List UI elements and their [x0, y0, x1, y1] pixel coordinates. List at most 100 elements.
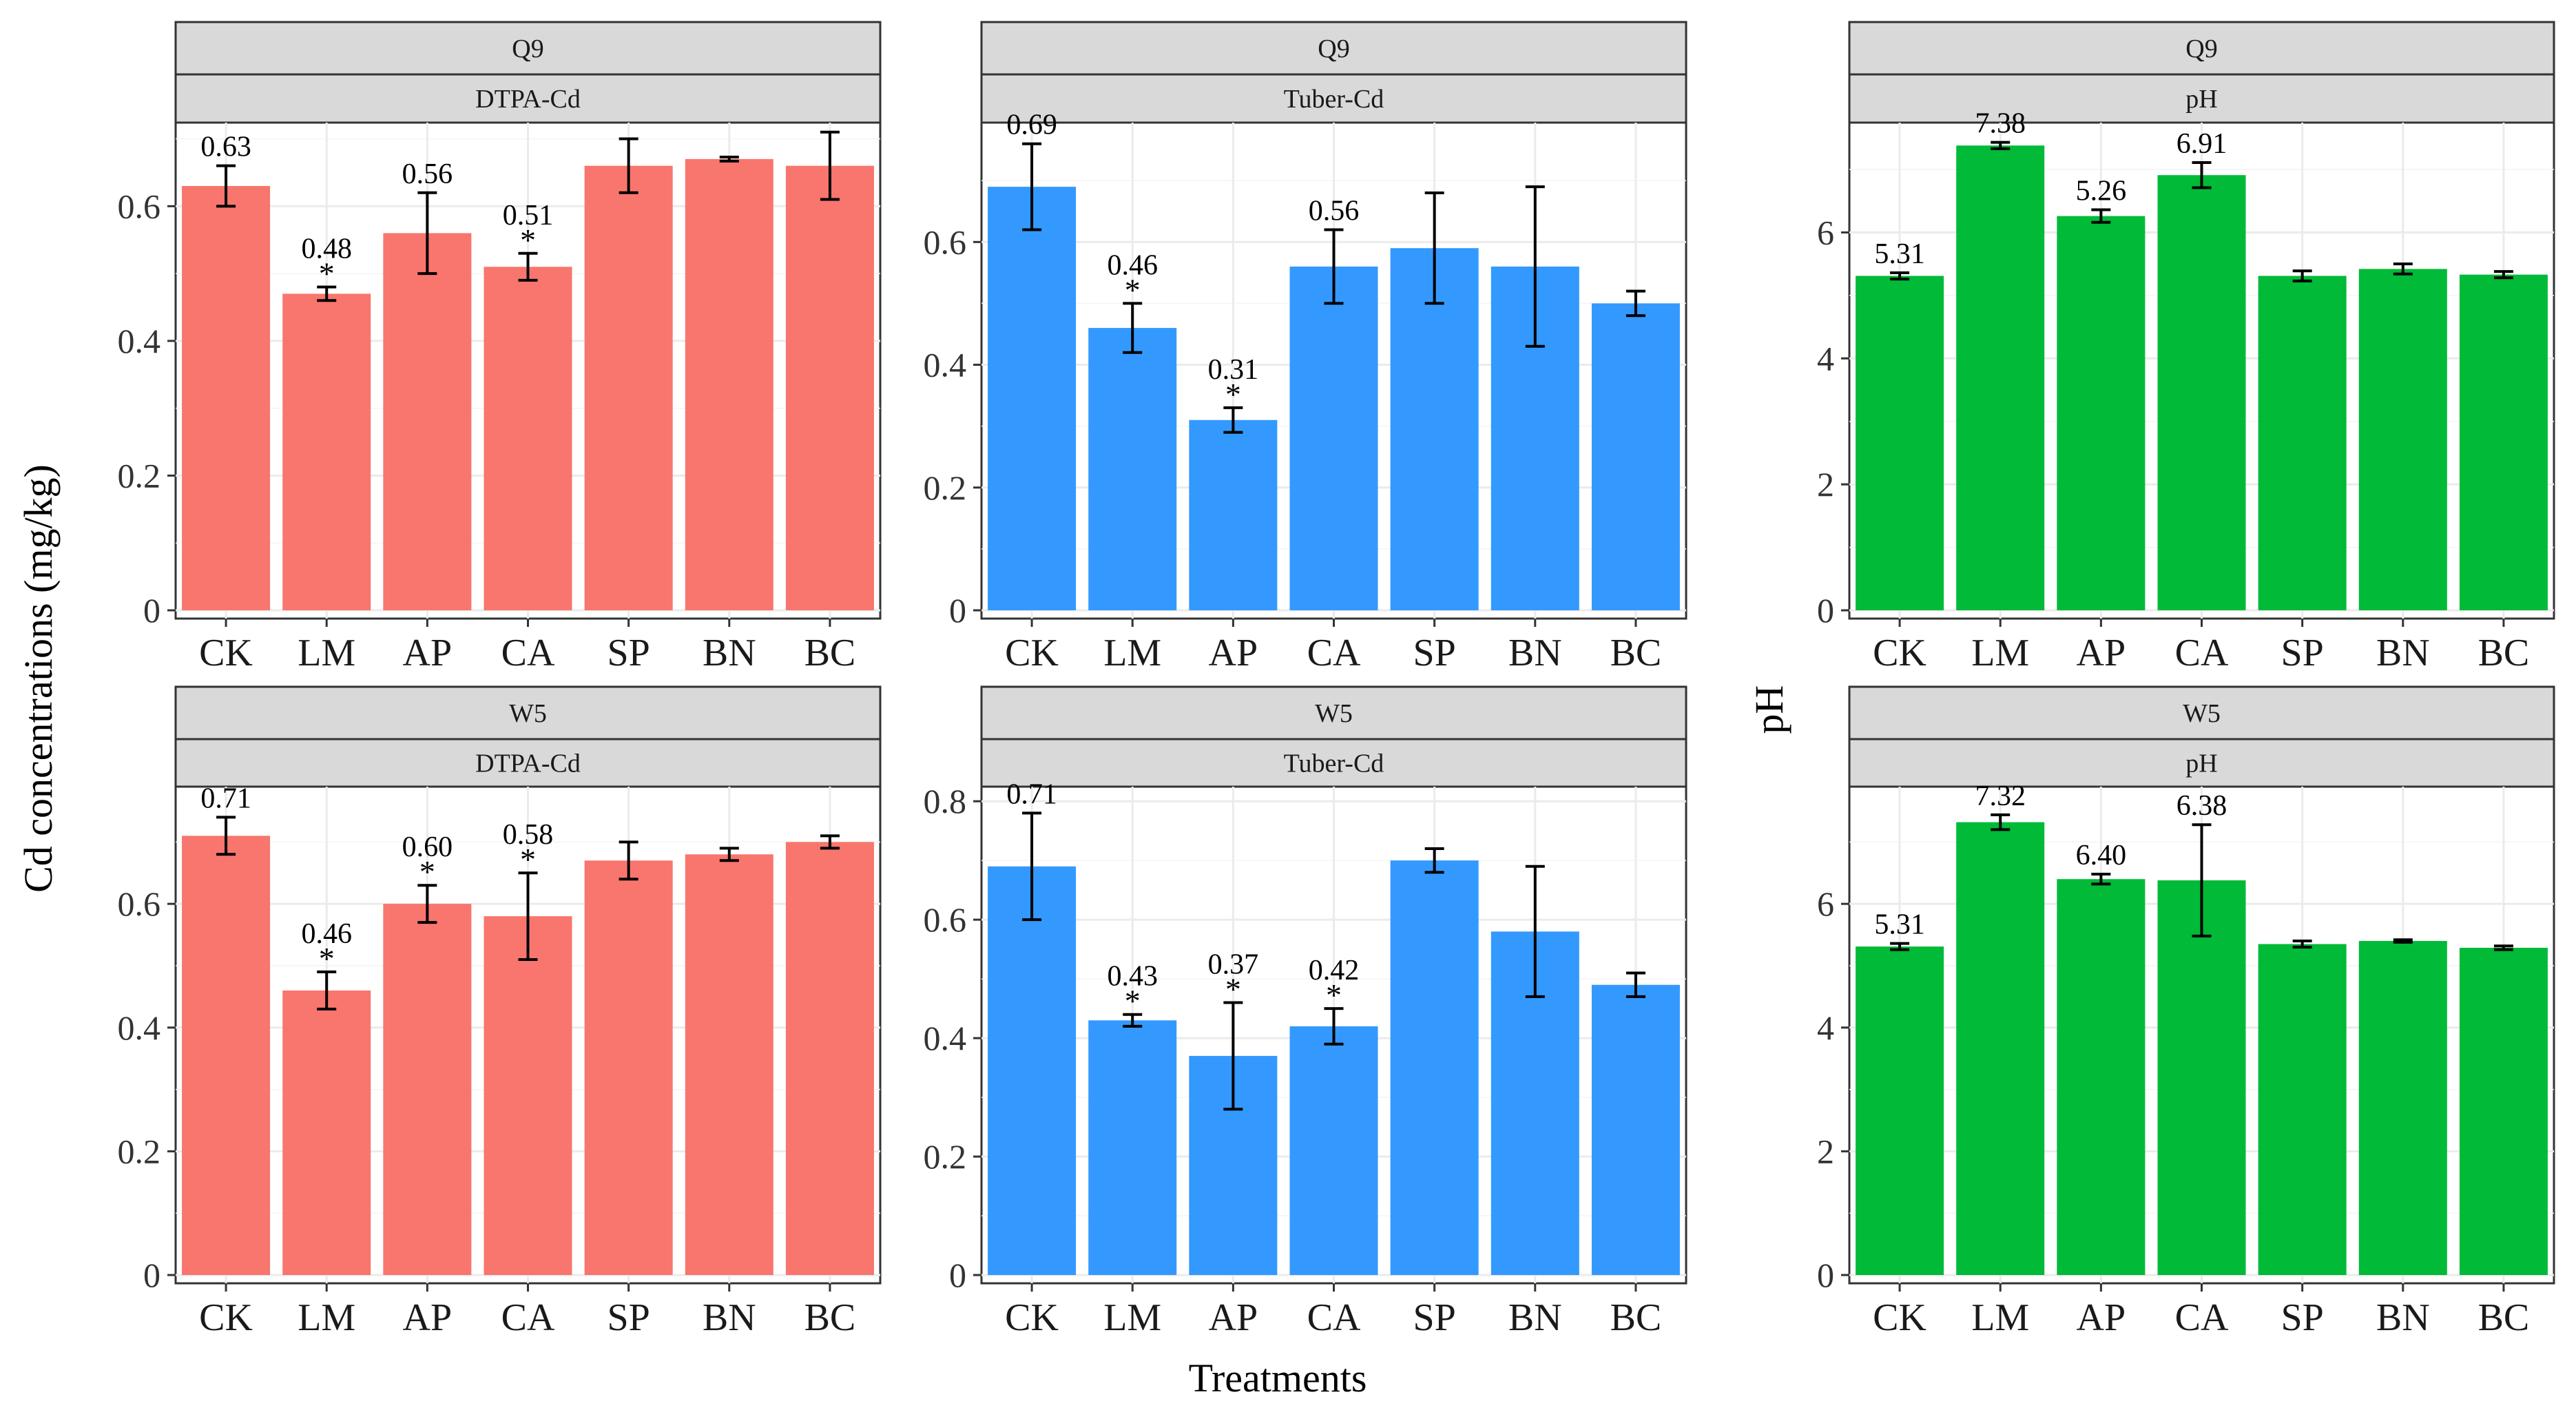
- x-tick-label: CK: [1005, 1296, 1059, 1339]
- bar-bc: [785, 165, 874, 610]
- error-bar: [2091, 208, 2111, 224]
- x-tick-label: BN: [703, 1296, 756, 1339]
- x-axis-title: Treatments: [1189, 1356, 1367, 1400]
- strip-variable-label: pH: [2185, 749, 2217, 778]
- data-label: 0.60: [402, 831, 453, 863]
- data-label: 0.48: [301, 234, 352, 265]
- data-label: 0.71: [1006, 778, 1057, 810]
- x-tick-label: CA: [501, 632, 555, 674]
- bar-sp: [2258, 944, 2347, 1275]
- data-label: 5.26: [2076, 176, 2127, 207]
- panels: Q9DTPA-Cd00.20.40.60.63CK*0.48LM0.56AP*0…: [118, 21, 2555, 1339]
- error-bar: [417, 191, 437, 276]
- strip-site-label: W5: [1315, 699, 1353, 728]
- x-tick-label: BC: [1610, 632, 1662, 674]
- x-tick-label: SP: [2281, 632, 2323, 674]
- bar-ck: [988, 866, 1077, 1275]
- error-bar: [518, 871, 538, 961]
- x-tick-label: SP: [2281, 1296, 2323, 1339]
- error-bar: [1123, 1013, 1143, 1028]
- y-tick-label: 0.4: [118, 1008, 161, 1047]
- bar-sp: [2258, 276, 2347, 610]
- x-tick-label: CK: [1005, 632, 1059, 674]
- y-tick-label: 0.6: [118, 187, 161, 225]
- bar-bn: [685, 854, 773, 1275]
- bar-ap: [383, 233, 472, 610]
- significance-star: *: [319, 941, 335, 976]
- significance-star: *: [520, 222, 536, 258]
- error-bar: [2192, 160, 2212, 189]
- panel-w5-dtpa-cd: W5DTPA-Cd00.20.40.60.71CK*0.46LM*0.60AP*…: [118, 685, 882, 1339]
- y-tick-label: 0.4: [118, 322, 161, 360]
- x-tick-label: BC: [2478, 632, 2530, 674]
- y-tick-label: 0.4: [924, 346, 967, 384]
- error-bar: [1991, 141, 2011, 150]
- y-axis-title-cd: Cd concentrations (mg/kg): [16, 464, 61, 893]
- bar-lm: [1088, 328, 1177, 610]
- x-tick-label: LM: [1103, 1296, 1161, 1339]
- x-tick-label: LM: [298, 1296, 355, 1339]
- significance-star: *: [1326, 977, 1342, 1013]
- bar-bc: [1591, 303, 1680, 610]
- strip-site: [1848, 685, 2555, 740]
- panel-w5-ph: W5 pH 0 2 4 6 5.31 CK 7.32 LM 6.40 AP 6.38 CA SP BN BC: [1817, 685, 2555, 1339]
- bar-ca: [484, 267, 572, 610]
- strip-variable-label: DTPA-Cd: [475, 749, 581, 778]
- y-tick-label: 0: [1817, 591, 1834, 630]
- x-tick-label: AP: [2077, 1296, 2126, 1339]
- bar-bc: [2459, 274, 2548, 610]
- bar-ca: [1289, 266, 1378, 610]
- error-bar: [1324, 228, 1344, 305]
- x-tick-label: BN: [703, 632, 756, 674]
- data-label: 0.58: [503, 819, 554, 851]
- error-bar: [1223, 406, 1243, 434]
- significance-star: *: [1125, 272, 1141, 307]
- error-bar: [2493, 270, 2513, 280]
- y-tick-label: 6: [1817, 213, 1834, 251]
- bar-lm: [1956, 145, 2045, 610]
- y-tick-label: 2: [1817, 465, 1834, 504]
- strip-site: [174, 21, 882, 76]
- error-bar: [1022, 142, 1042, 231]
- bar-bn: [2358, 269, 2447, 610]
- bar-sp: [1390, 860, 1479, 1275]
- y-tick-label: 0.2: [118, 1132, 161, 1170]
- bar-lm: [282, 990, 371, 1275]
- significance-star: *: [419, 854, 435, 889]
- error-bar: [1991, 813, 2011, 831]
- bar-ca: [2157, 175, 2246, 610]
- strip-variable-label: Tuber-Cd: [1284, 85, 1384, 114]
- x-tick-label: CK: [1873, 1296, 1926, 1339]
- error-bar: [518, 251, 538, 282]
- data-label: 6.91: [2177, 128, 2227, 160]
- data-label: 0.42: [1309, 955, 1360, 986]
- x-tick-label: LM: [1971, 632, 2029, 674]
- data-label: 5.31: [1874, 909, 1925, 941]
- bar-ap: [2057, 216, 2146, 611]
- strip-site-label: Q9: [2185, 34, 2217, 63]
- x-tick-label: BN: [1508, 1296, 1562, 1339]
- bar-lm: [282, 293, 371, 610]
- y-axis-title-ph: pH: [1747, 685, 1791, 734]
- bar-bc: [785, 842, 874, 1275]
- x-tick-label: AP: [1209, 632, 1258, 674]
- error-bar: [719, 155, 739, 163]
- strip-site: [980, 21, 1687, 76]
- y-tick-label: 0: [143, 591, 160, 630]
- x-tick-label: BN: [2376, 632, 2430, 674]
- strip-variable-label: Tuber-Cd: [1284, 749, 1384, 778]
- bar-bc: [2459, 947, 2548, 1275]
- y-tick-label: 0: [1817, 1256, 1834, 1294]
- significance-star: *: [520, 842, 536, 877]
- data-label: 0.43: [1107, 961, 1158, 993]
- bar-ck: [988, 187, 1077, 611]
- error-bar: [1223, 1001, 1243, 1111]
- bar-ck: [1856, 276, 1944, 610]
- panel-q9-tuber-cd: Q9Tuber-Cd00.20.40.60.69CK*0.46LM*0.31AP…: [924, 21, 1687, 674]
- data-label: 0.51: [503, 200, 554, 231]
- x-tick-label: AP: [403, 632, 453, 674]
- strip-site-label: Q9: [512, 34, 543, 63]
- error-bar: [820, 834, 840, 850]
- bar-sp: [584, 860, 673, 1275]
